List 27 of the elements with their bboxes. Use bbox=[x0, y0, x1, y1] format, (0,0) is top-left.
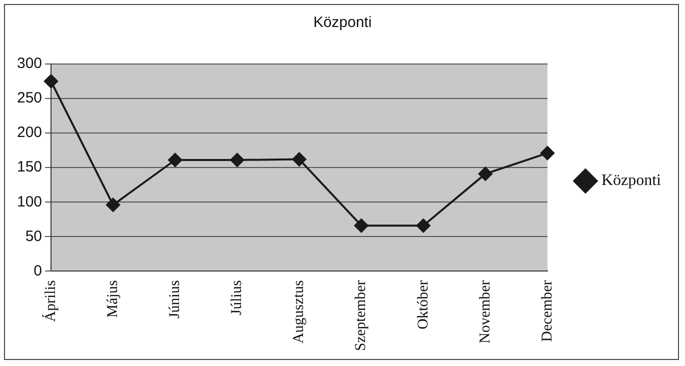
x-tick-label: November bbox=[477, 280, 494, 344]
point bbox=[540, 146, 554, 160]
point bbox=[230, 153, 244, 167]
x-tick-label: Július bbox=[229, 280, 246, 316]
x-tick-label: Szeptember bbox=[353, 280, 370, 352]
x-tick-label: Augusztus bbox=[291, 280, 308, 344]
y-tick-label: 100 bbox=[16, 193, 42, 210]
chart-title: Központi bbox=[313, 14, 372, 32]
point bbox=[478, 166, 492, 181]
y-tick-label: 250 bbox=[16, 90, 42, 107]
y-tick-label: 200 bbox=[16, 124, 42, 142]
x-tick-label: December bbox=[539, 280, 556, 342]
y-tick-label: 150 bbox=[16, 158, 42, 176]
y-tick-label: 300 bbox=[16, 55, 42, 72]
x-tick-label: Június bbox=[167, 280, 184, 319]
point bbox=[292, 152, 306, 166]
y-tick-label: 0 bbox=[34, 262, 42, 280]
x-tick-label: Április bbox=[42, 280, 59, 322]
point bbox=[168, 153, 182, 167]
y-tick-label: 50 bbox=[25, 228, 42, 245]
point bbox=[106, 198, 120, 212]
legend-label: Központi bbox=[601, 172, 662, 190]
x-tick-label: Május bbox=[105, 280, 122, 318]
x-tick-label: Október bbox=[415, 280, 432, 330]
point bbox=[44, 74, 58, 88]
point bbox=[354, 218, 368, 233]
point bbox=[416, 218, 430, 233]
